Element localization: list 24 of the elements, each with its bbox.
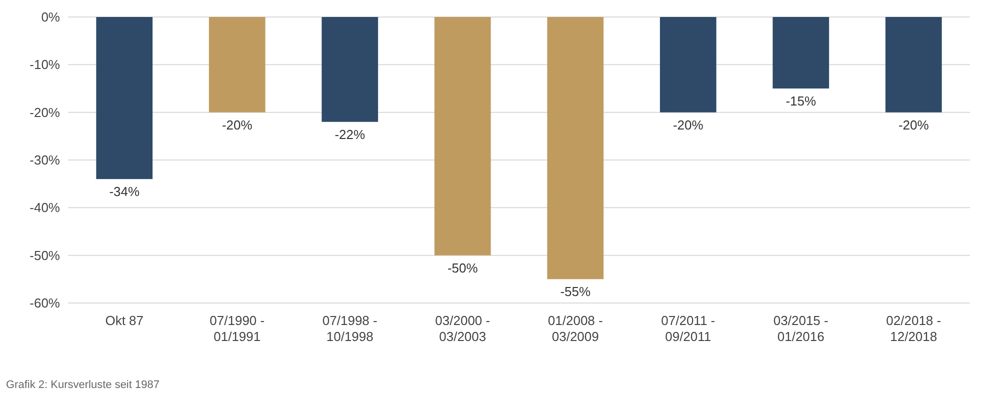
x-tick-label: 02/2018 - 12/2018 bbox=[886, 313, 942, 344]
data-label: -34% bbox=[109, 184, 140, 200]
y-tick-label: 0% bbox=[41, 10, 60, 25]
x-tick-label: 07/1990 - 01/1991 bbox=[210, 313, 265, 344]
y-tick-label: -20% bbox=[30, 104, 60, 120]
y-tick-label: -10% bbox=[30, 57, 60, 72]
data-label: -20% bbox=[222, 117, 253, 132]
data-label: -15% bbox=[786, 94, 816, 108]
data-label: -20% bbox=[672, 117, 704, 132]
data-label: -22% bbox=[334, 126, 366, 142]
y-tick-label: -40% bbox=[30, 200, 60, 216]
y-tick-label: -60% bbox=[30, 296, 60, 311]
data-label: -20% bbox=[898, 117, 930, 132]
data-label: -50% bbox=[447, 260, 478, 276]
x-tick-label: Okt 87 bbox=[105, 313, 144, 328]
x-tick-label: 01/2008 - 03/2009 bbox=[548, 313, 603, 344]
x-tick-label: 07/2011 - 09/2011 bbox=[661, 313, 716, 344]
y-tick-label: -50% bbox=[30, 248, 60, 263]
x-tick-label: 03/2000 - 03/2003 bbox=[435, 313, 490, 344]
x-tick-label: 03/2015 - 01/2016 bbox=[773, 313, 828, 344]
data-label: -55% bbox=[560, 284, 591, 300]
x-tick-label: 07/1998 - 10/1998 bbox=[322, 313, 378, 344]
y-tick-label: -30% bbox=[30, 152, 60, 168]
text: Grafik 2: Kursverluste seit 1987 bbox=[6, 379, 160, 391]
